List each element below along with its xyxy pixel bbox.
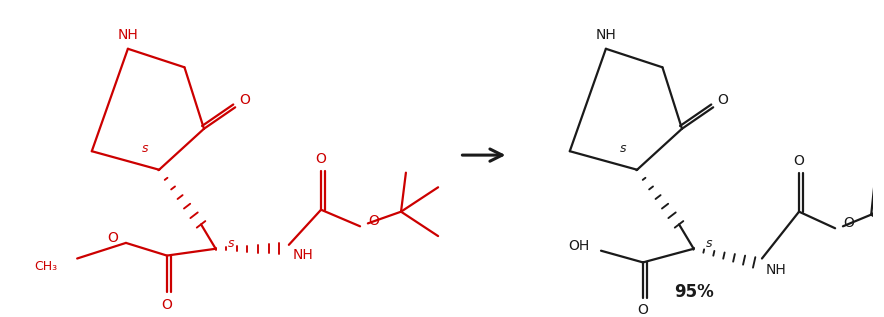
Text: O: O (162, 298, 172, 312)
Text: OH: OH (568, 239, 590, 253)
Text: O: O (843, 217, 854, 230)
Text: CH₃: CH₃ (34, 260, 57, 273)
Text: O: O (794, 154, 804, 168)
Text: O: O (240, 94, 250, 107)
Text: s: s (227, 237, 234, 250)
Text: NH: NH (596, 28, 616, 42)
Text: O: O (107, 231, 118, 245)
Text: 95%: 95% (674, 283, 713, 301)
Text: O: O (368, 214, 378, 229)
Text: NH: NH (118, 28, 138, 42)
Text: s: s (621, 142, 627, 155)
Text: O: O (718, 94, 728, 107)
Text: O: O (316, 152, 326, 166)
Text: s: s (705, 237, 712, 250)
Text: O: O (637, 303, 648, 317)
Text: s: s (142, 142, 149, 155)
Text: NH: NH (293, 248, 314, 262)
Text: NH: NH (766, 263, 787, 277)
